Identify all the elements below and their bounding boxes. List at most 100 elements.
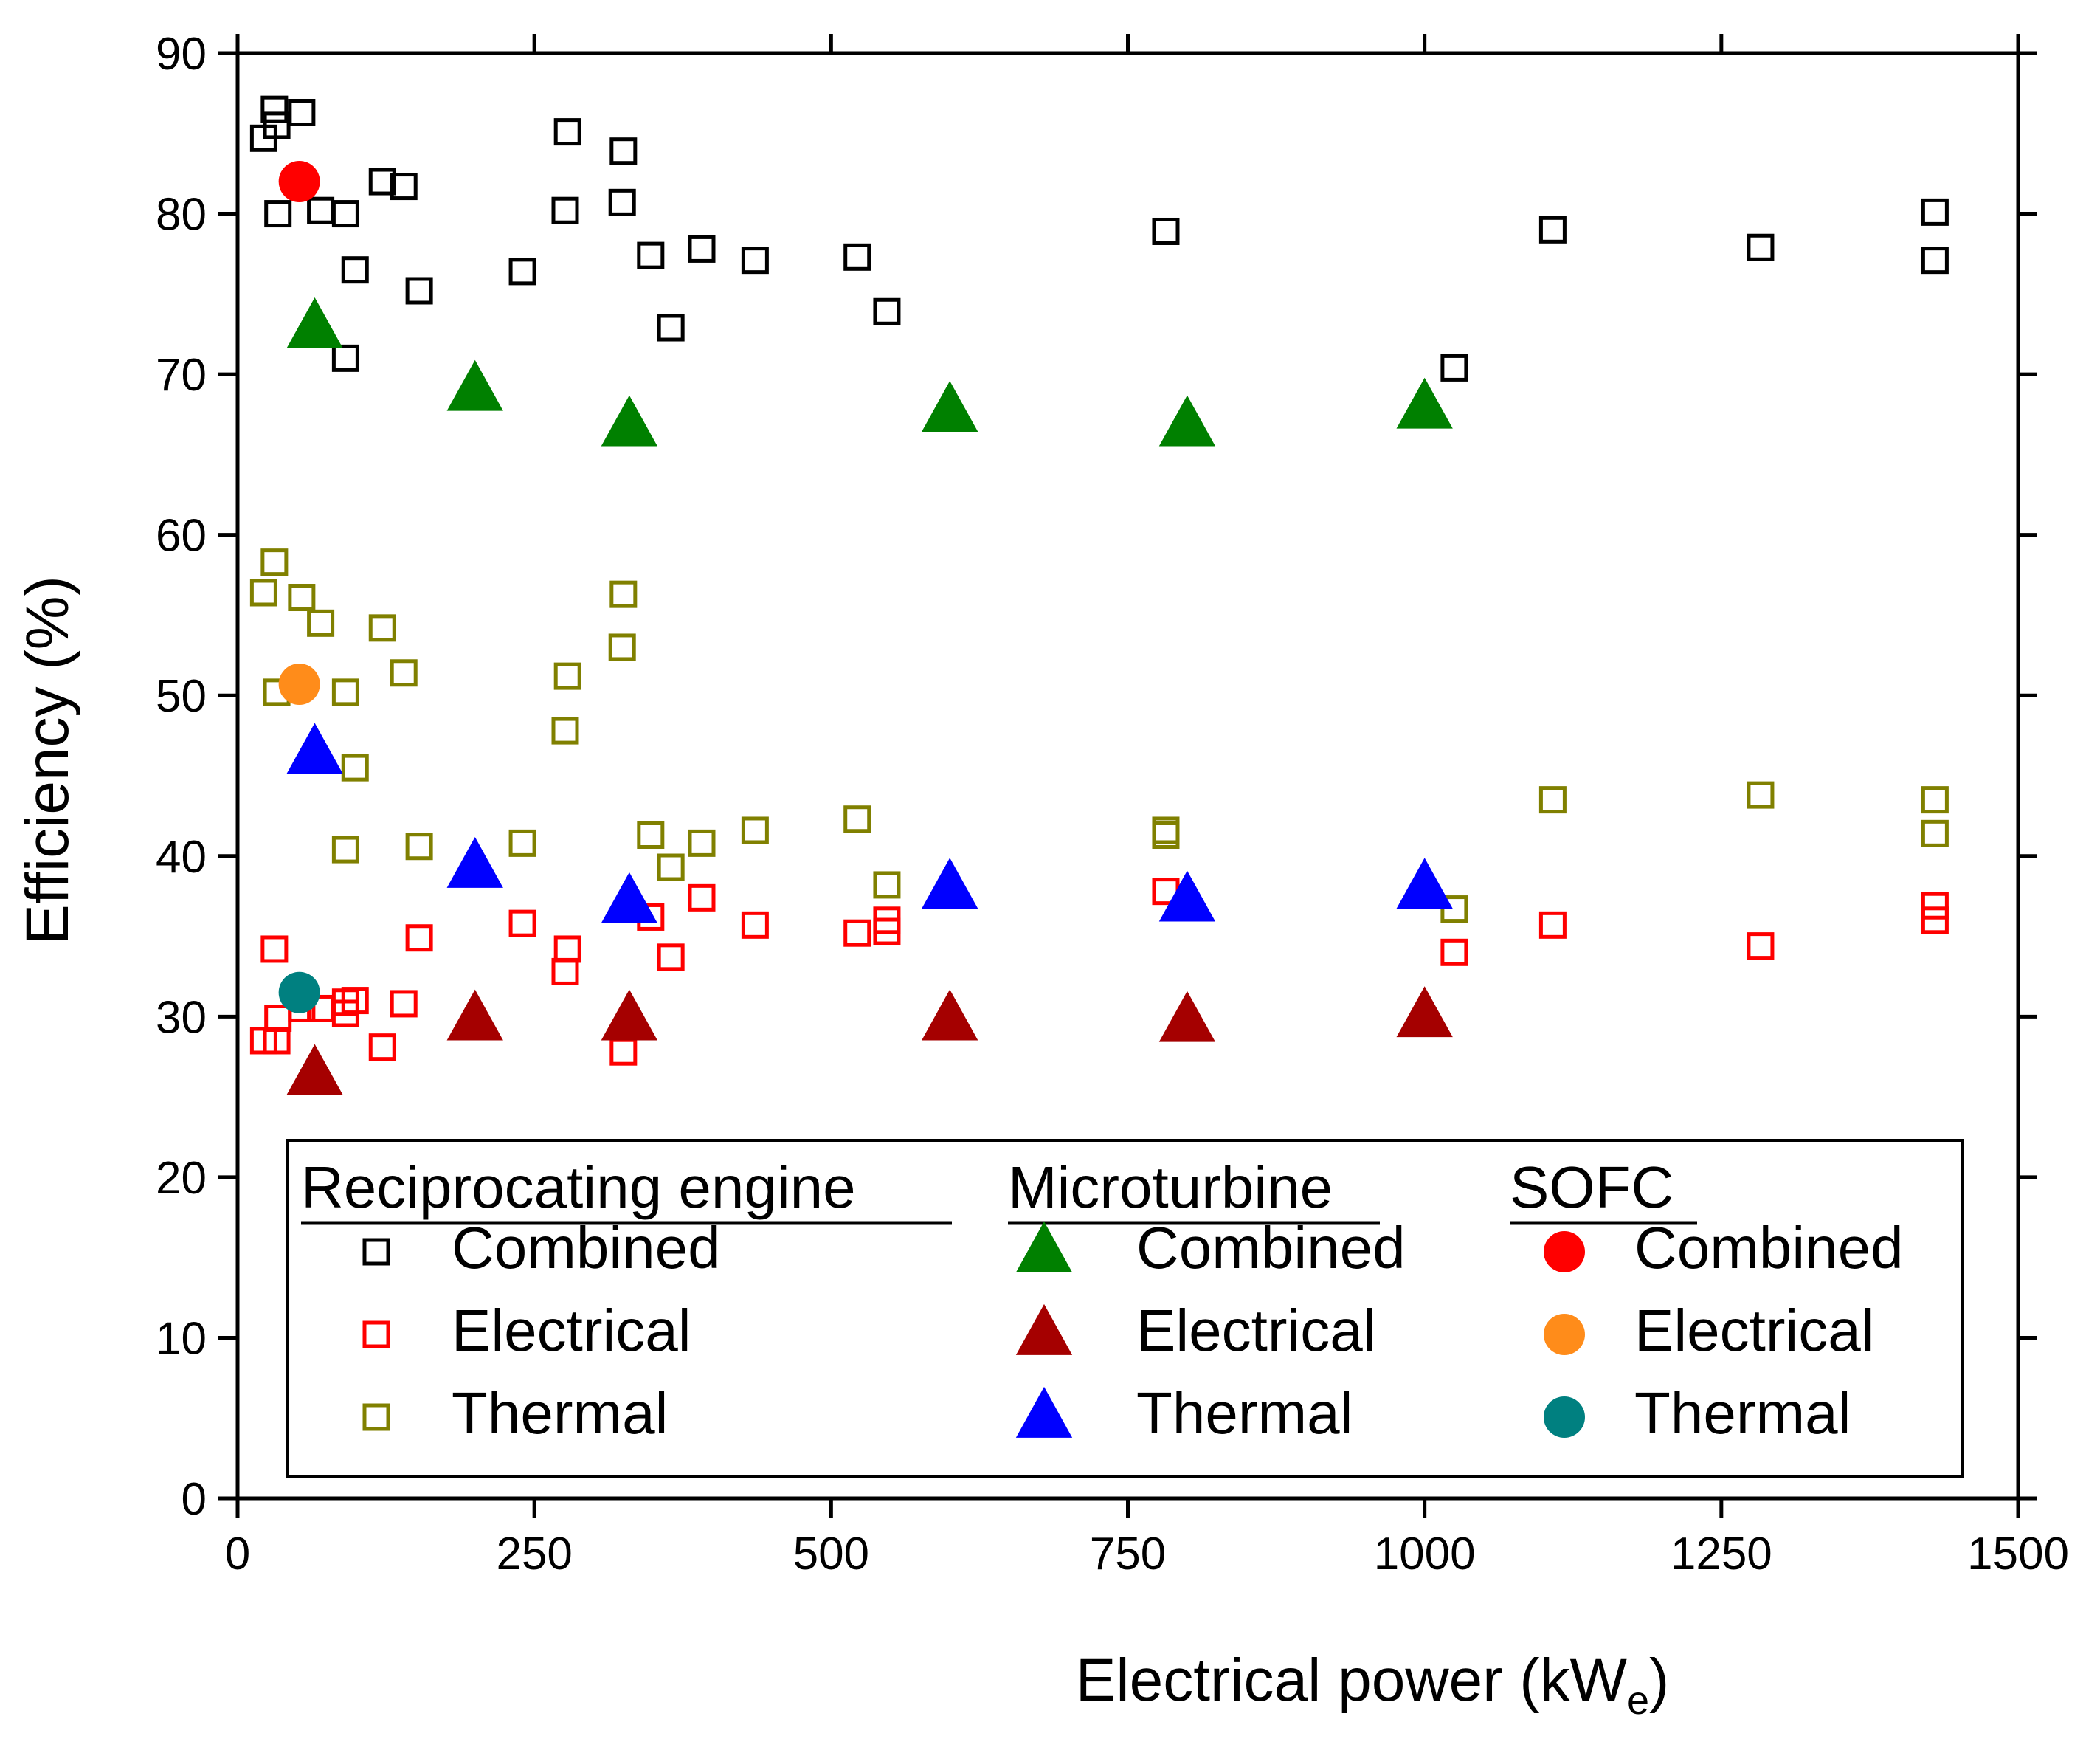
legend-marker	[1544, 1396, 1585, 1438]
y-tick-label: 60	[156, 511, 207, 562]
y-tick-label: 20	[156, 1153, 207, 1204]
x-tick-label: 250	[496, 1529, 572, 1580]
point-reciprocating-engine-combined	[741, 247, 769, 275]
y-tick-label: 70	[156, 350, 207, 401]
point-reciprocating-engine-combined	[1538, 216, 1567, 244]
series-sofc-combined	[278, 161, 320, 203]
series-reciprocating-engine-combined	[249, 95, 1949, 382]
point-reciprocating-engine-thermal	[741, 816, 769, 844]
point-reciprocating-engine-combined	[264, 200, 292, 228]
x-axis-title-main: Electrical power (kW	[1076, 1647, 1628, 1714]
point-microturbine-combined	[1158, 395, 1216, 447]
series-reciprocating-engine-thermal	[249, 548, 1949, 923]
point-reciprocating-engine-electrical	[264, 1005, 292, 1033]
point-reciprocating-engine-thermal	[249, 579, 277, 607]
point-reciprocating-engine-thermal	[1747, 781, 1775, 809]
point-reciprocating-engine-electrical	[508, 909, 536, 937]
y-tick-label: 40	[156, 832, 207, 883]
y-tick-label: 90	[156, 29, 207, 80]
x-tick-label: 1000	[1374, 1529, 1476, 1580]
legend-entry-label: Electrical	[1136, 1298, 1376, 1363]
legend-entry-label: Thermal	[1136, 1380, 1353, 1446]
y-tick-label: 10	[156, 1313, 207, 1364]
point-reciprocating-engine-thermal	[341, 754, 369, 782]
legend-entry-label: Electrical	[452, 1298, 691, 1363]
point-reciprocating-engine-combined	[873, 297, 901, 325]
legend-group-title: SOFC	[1510, 1154, 1674, 1220]
point-reciprocating-engine-electrical	[260, 935, 289, 963]
point-microturbine-combined	[601, 395, 658, 447]
point-reciprocating-engine-electrical	[1747, 932, 1775, 960]
point-microturbine-thermal	[1158, 870, 1216, 922]
point-reciprocating-engine-thermal	[331, 678, 359, 706]
series-microturbine-thermal	[286, 723, 1453, 923]
series-microturbine-combined	[286, 297, 1453, 447]
legend-group-title: Microturbine	[1008, 1154, 1333, 1220]
point-microturbine-thermal	[1396, 858, 1453, 909]
point-reciprocating-engine-electrical	[843, 919, 871, 947]
legend-marker	[1015, 1303, 1073, 1355]
legend-entry-label: Electrical	[1634, 1298, 1874, 1363]
point-reciprocating-engine-electrical	[741, 911, 769, 939]
point-reciprocating-engine-electrical	[1440, 938, 1468, 966]
point-reciprocating-engine-thermal	[1921, 786, 1949, 814]
series-reciprocating-engine-electrical	[249, 878, 1949, 1066]
point-reciprocating-engine-electrical	[368, 1033, 396, 1061]
point-reciprocating-engine-combined	[341, 256, 369, 284]
legend-marker	[1544, 1231, 1585, 1272]
point-reciprocating-engine-thermal	[843, 805, 871, 833]
point-reciprocating-engine-thermal	[608, 633, 636, 661]
point-reciprocating-engine-thermal	[1538, 786, 1567, 814]
point-reciprocating-engine-thermal	[390, 659, 418, 687]
point-microturbine-combined	[1396, 377, 1453, 429]
point-reciprocating-engine-electrical	[553, 935, 581, 963]
legend-marker	[1015, 1221, 1073, 1272]
point-reciprocating-engine-thermal	[657, 853, 685, 881]
point-reciprocating-engine-combined	[553, 118, 581, 146]
point-reciprocating-engine-combined	[405, 277, 433, 305]
x-tick-label: 0	[225, 1529, 250, 1580]
point-reciprocating-engine-combined	[331, 200, 359, 228]
point-microturbine-electrical	[922, 989, 978, 1041]
series-microturbine-electrical	[286, 986, 1453, 1095]
legend-entry-label: Thermal	[452, 1380, 668, 1446]
point-microturbine-thermal	[922, 858, 978, 909]
point-microturbine-thermal	[446, 836, 503, 888]
point-reciprocating-engine-combined	[390, 173, 418, 201]
y-tick-label: 50	[156, 671, 207, 722]
y-tick-label: 30	[156, 992, 207, 1043]
point-microturbine-electrical	[1396, 986, 1453, 1038]
point-reciprocating-engine-thermal	[405, 833, 433, 861]
point-reciprocating-engine-electrical	[609, 1038, 638, 1066]
point-reciprocating-engine-combined	[1440, 354, 1468, 382]
point-reciprocating-engine-thermal	[873, 871, 901, 899]
point-reciprocating-engine-combined	[637, 241, 665, 269]
point-reciprocating-engine-thermal	[688, 829, 716, 857]
legend-marker	[1544, 1314, 1585, 1355]
x-tick-label: 1500	[1967, 1529, 2069, 1580]
legend-box	[286, 1139, 1964, 1478]
point-microturbine-combined	[922, 381, 978, 432]
point-reciprocating-engine-combined	[688, 235, 716, 263]
legend: Reciprocating engineCombinedElectricalTh…	[286, 1139, 1964, 1478]
x-axis-title-subscript: e	[1627, 1678, 1649, 1723]
point-reciprocating-engine-electrical	[390, 990, 418, 1018]
point-microturbine-combined	[446, 359, 503, 411]
point-reciprocating-engine-combined	[657, 314, 685, 342]
point-reciprocating-engine-combined	[1152, 217, 1180, 245]
axis-ticks	[218, 34, 2037, 1518]
legend-marker	[362, 1403, 390, 1431]
point-reciprocating-engine-thermal	[1921, 819, 1949, 847]
point-microturbine-electrical	[601, 989, 658, 1041]
x-tick-label: 1250	[1671, 1529, 1772, 1580]
legend-entry-label: Combined	[1634, 1215, 1904, 1281]
y-tick-label: 0	[182, 1474, 207, 1525]
y-tick-label: 80	[156, 190, 207, 241]
point-microturbine-thermal	[601, 872, 658, 923]
y-axis-title: Efficiency (%)	[14, 576, 81, 945]
point-microturbine-electrical	[1158, 991, 1216, 1042]
axis-tick-labels: 0 250 500 750 1000 1250 1500 0 10 20 30 40 50 60 70 80 9…	[156, 29, 2069, 1580]
point-sofc-thermal	[278, 971, 320, 1013]
